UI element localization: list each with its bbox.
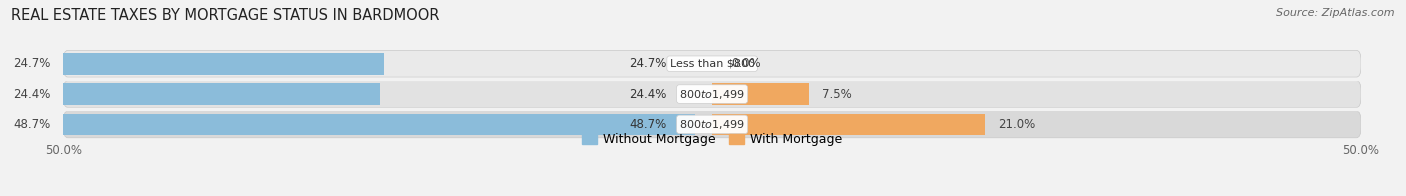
Bar xyxy=(63,113,696,135)
FancyBboxPatch shape xyxy=(63,81,1361,107)
Text: 24.4%: 24.4% xyxy=(13,88,51,101)
Bar xyxy=(63,53,384,75)
Text: 48.7%: 48.7% xyxy=(630,118,666,131)
Text: REAL ESTATE TAXES BY MORTGAGE STATUS IN BARDMOOR: REAL ESTATE TAXES BY MORTGAGE STATUS IN … xyxy=(11,8,440,23)
Legend: Without Mortgage, With Mortgage: Without Mortgage, With Mortgage xyxy=(582,133,842,146)
Text: 7.5%: 7.5% xyxy=(823,88,852,101)
Text: 21.0%: 21.0% xyxy=(998,118,1035,131)
Text: Source: ZipAtlas.com: Source: ZipAtlas.com xyxy=(1277,8,1395,18)
Bar xyxy=(713,83,810,105)
Bar xyxy=(713,113,984,135)
Text: 48.7%: 48.7% xyxy=(13,118,51,131)
Text: $800 to $1,499: $800 to $1,499 xyxy=(679,118,745,131)
Text: 0.0%: 0.0% xyxy=(731,57,761,70)
Text: 24.7%: 24.7% xyxy=(630,57,666,70)
FancyBboxPatch shape xyxy=(63,50,1361,77)
Text: $800 to $1,499: $800 to $1,499 xyxy=(679,88,745,101)
FancyBboxPatch shape xyxy=(63,111,1361,138)
Bar xyxy=(63,83,380,105)
Text: 24.4%: 24.4% xyxy=(630,88,666,101)
Text: Less than $800: Less than $800 xyxy=(669,59,755,69)
Text: 24.7%: 24.7% xyxy=(13,57,51,70)
